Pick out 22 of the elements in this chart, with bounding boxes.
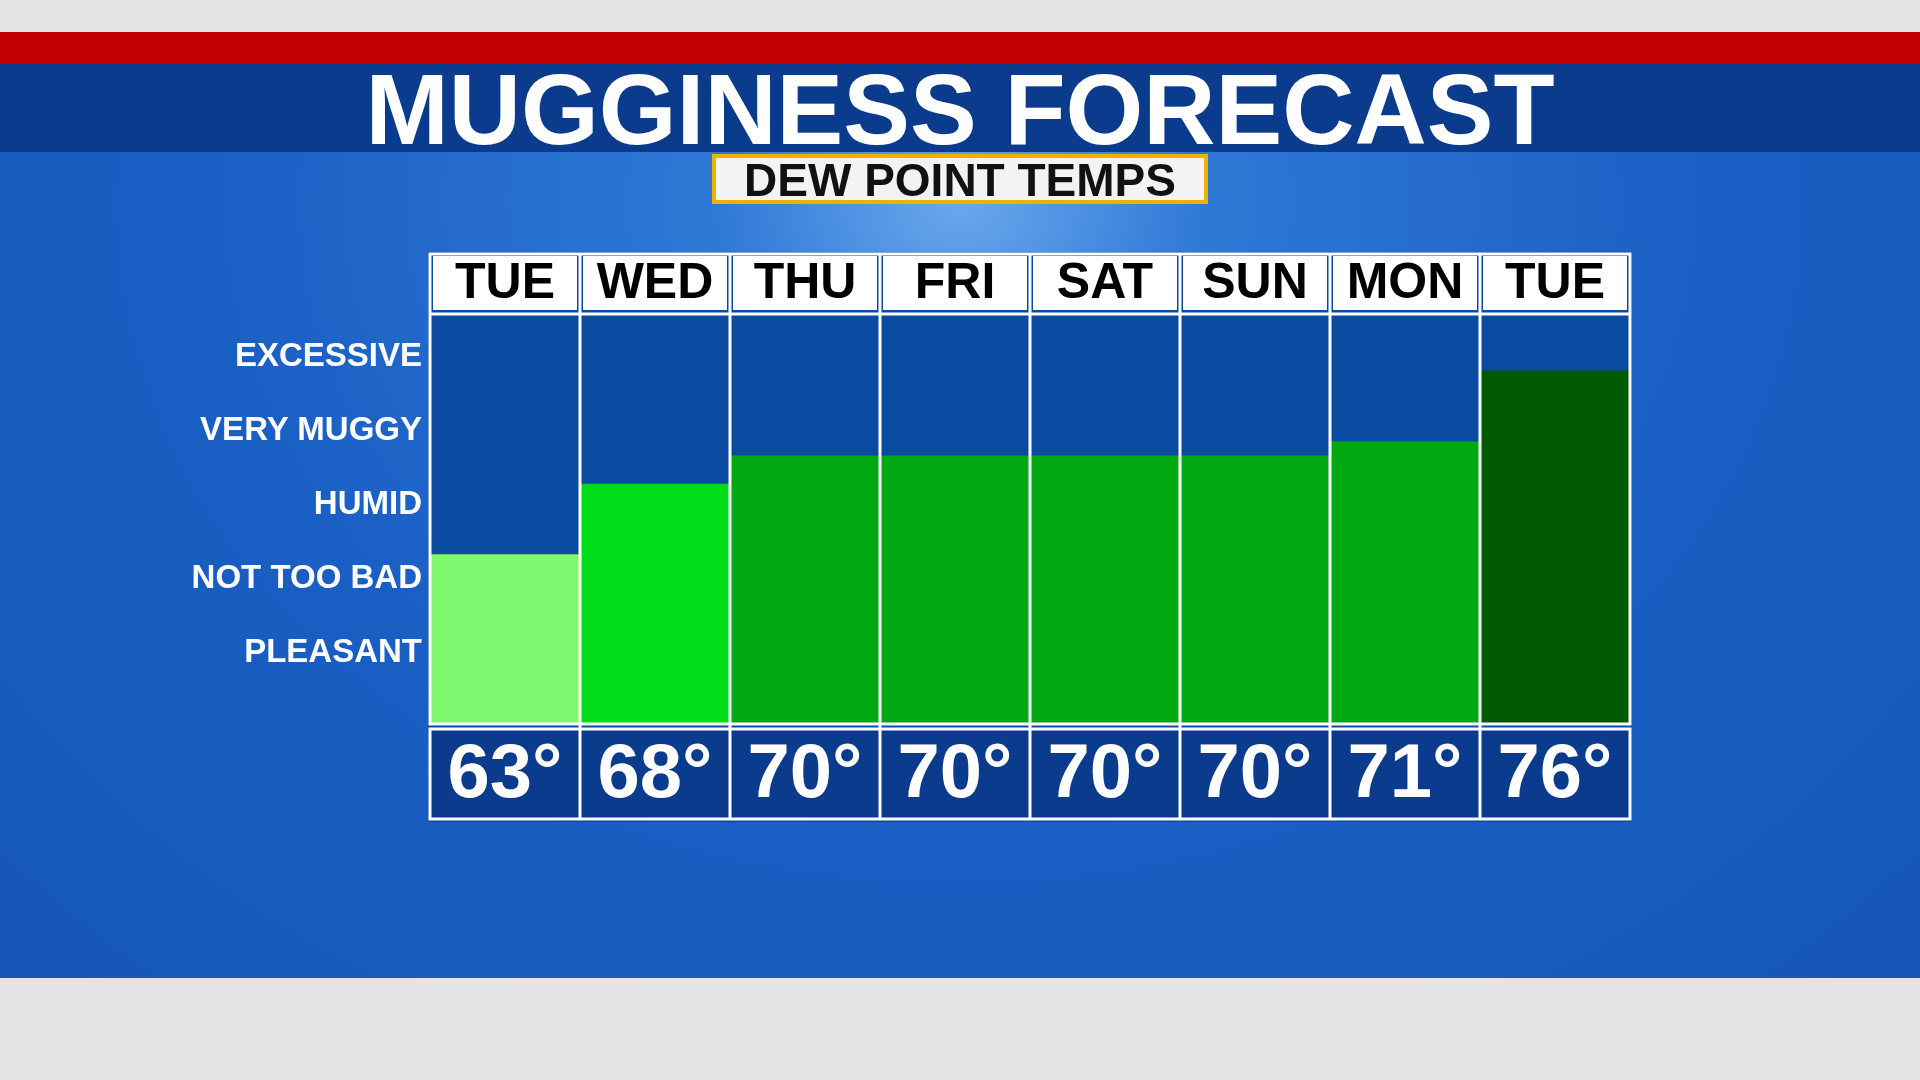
x-tick-label: WED	[596, 252, 714, 309]
data-label: 70°	[1197, 727, 1313, 813]
text: HUMID	[313, 484, 422, 522]
x-tick-label: SUN	[1202, 252, 1308, 309]
data-label: 71°	[1347, 727, 1463, 813]
text: EXCESSIVE	[234, 336, 422, 374]
data-label: 70°	[1047, 727, 1163, 813]
x-tick-label: TUE	[455, 252, 555, 309]
x-tick-label: MON	[1346, 252, 1464, 309]
chart-subtitle: DEW POINT TEMPS	[712, 154, 1208, 206]
text: PLEASANT	[244, 632, 422, 670]
data-label: 68°	[597, 727, 713, 813]
text: NOT TOO BAD	[191, 558, 422, 596]
x-tick-label: THU	[753, 252, 857, 309]
x-tick-label: FRI	[914, 252, 996, 309]
data-label: 63°	[447, 727, 563, 813]
data-label: 76°	[1497, 727, 1613, 813]
data-label: 70°	[747, 727, 863, 813]
x-tick-label: TUE	[1505, 252, 1605, 309]
data-label: 70°	[897, 727, 1013, 813]
x-tick-label: SAT	[1056, 252, 1154, 309]
text: VERY MUGGY	[200, 410, 422, 448]
